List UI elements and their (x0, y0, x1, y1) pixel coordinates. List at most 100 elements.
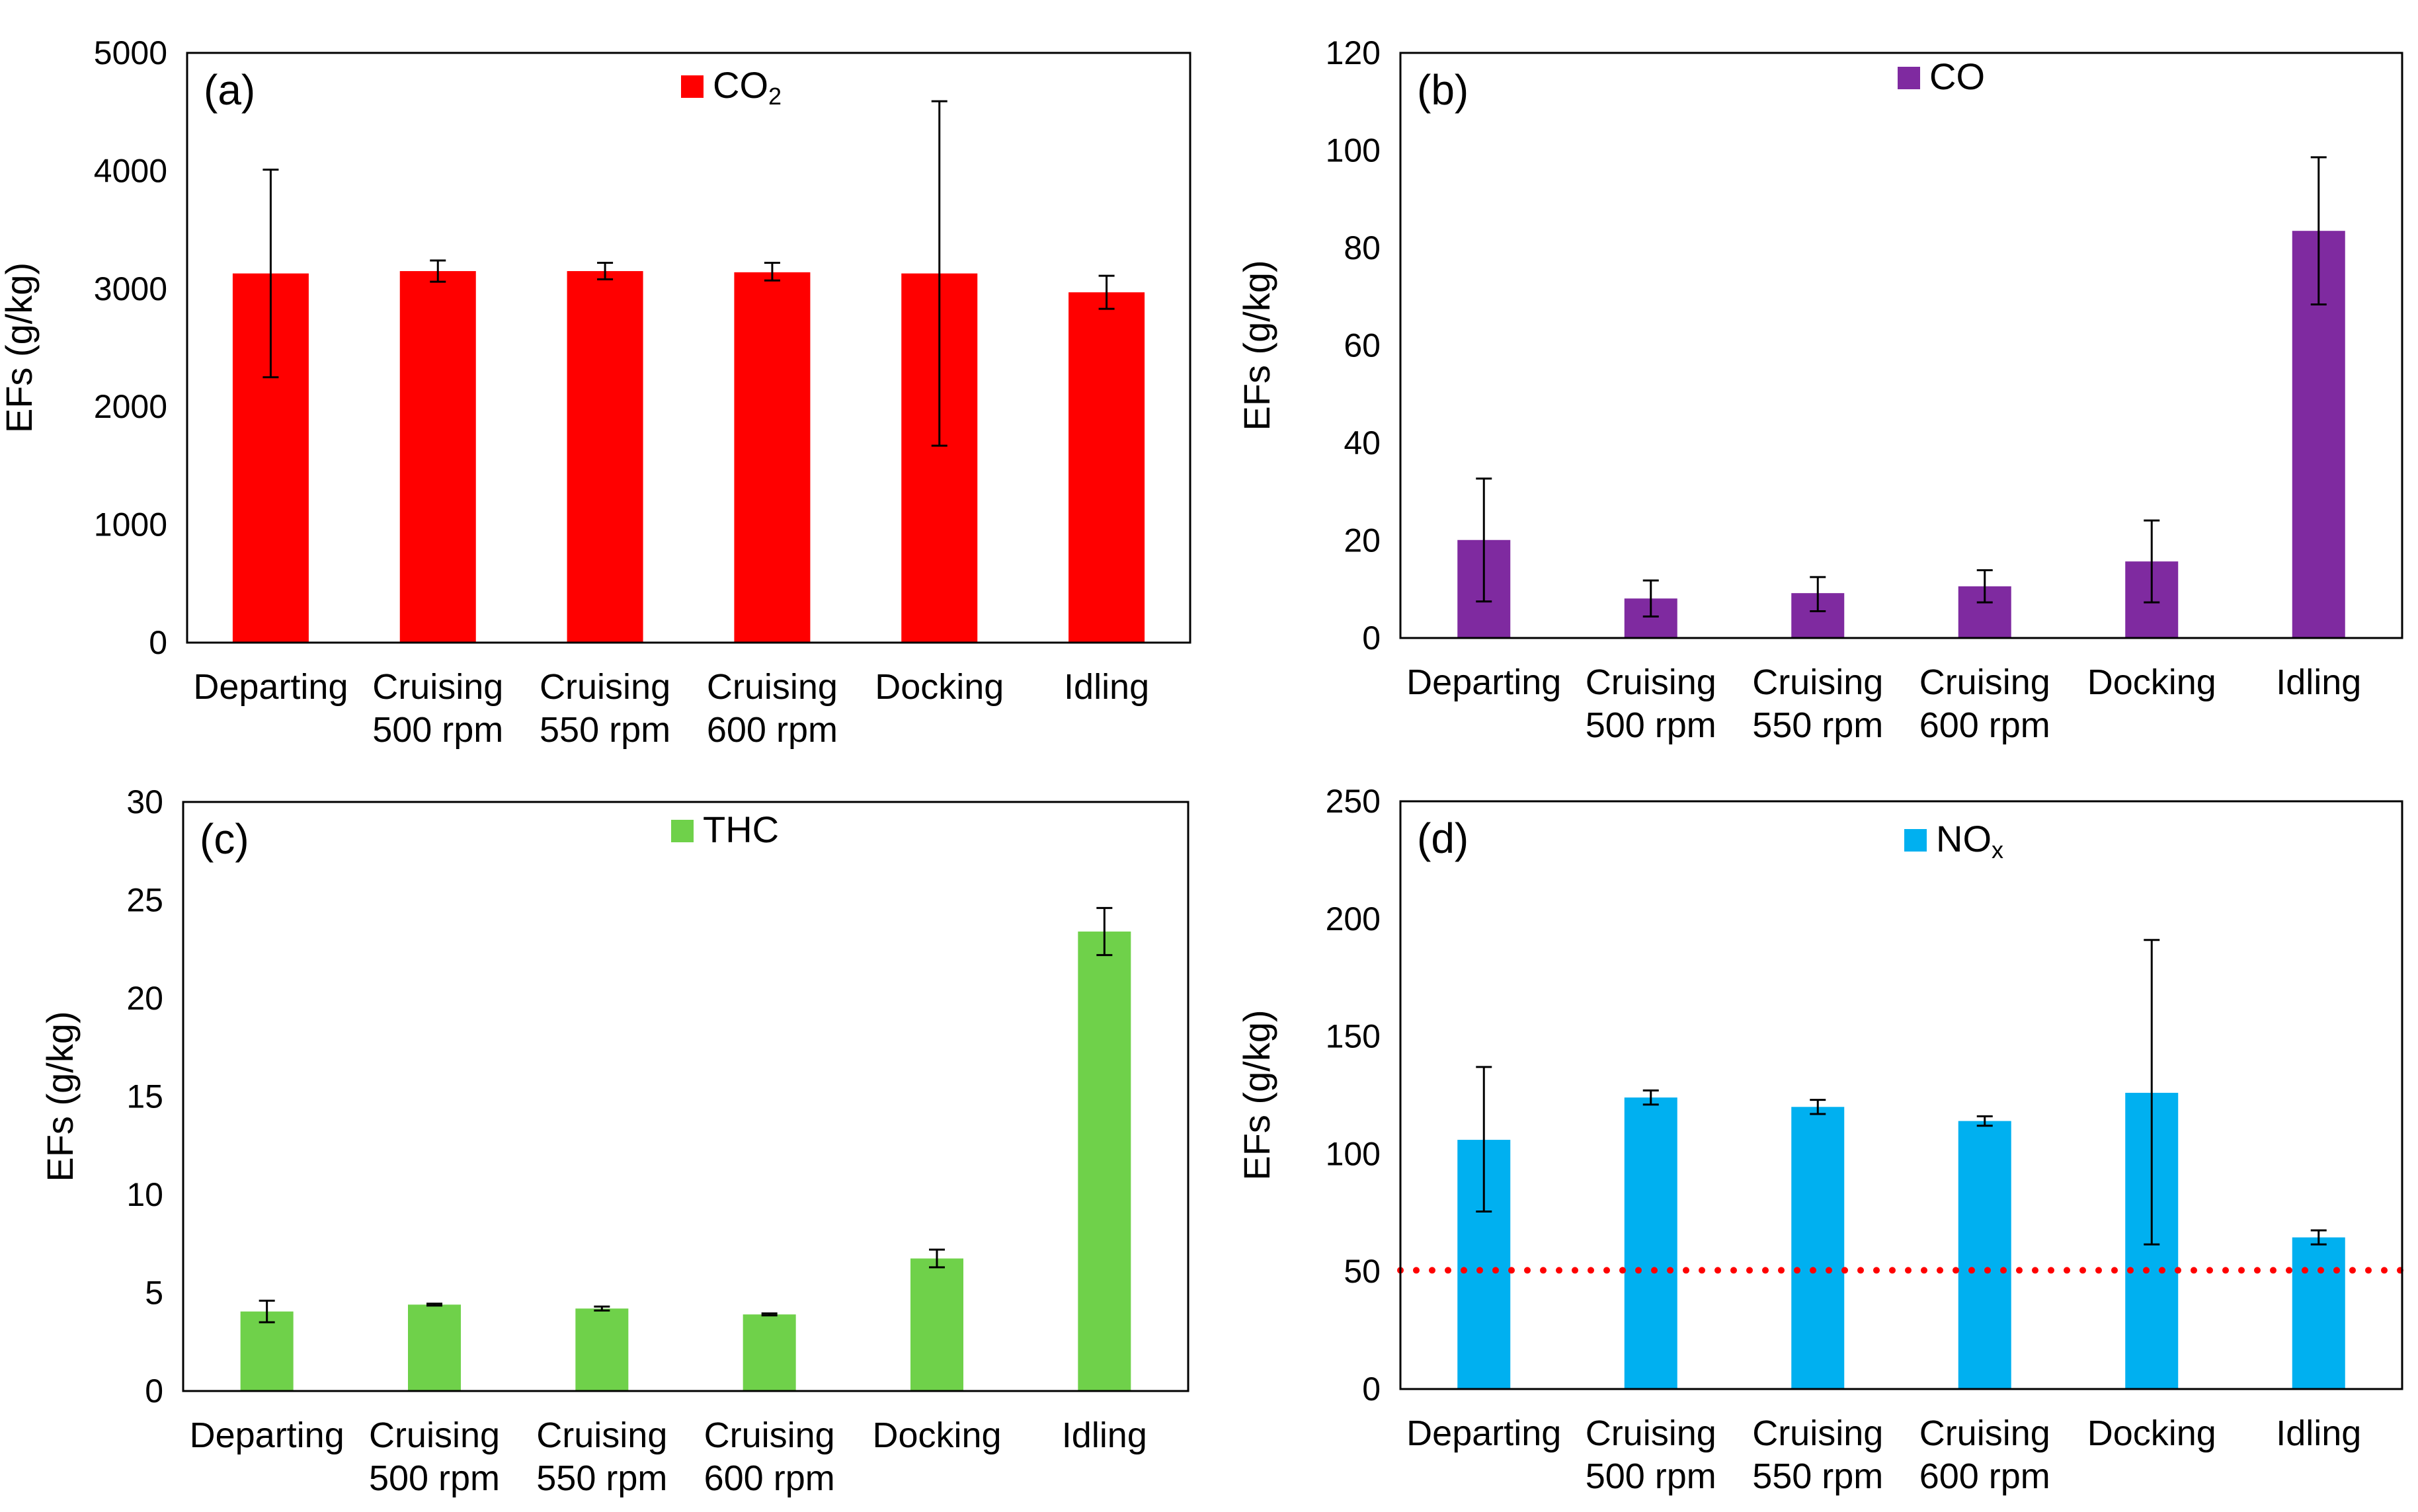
x-category-label: Docking (875, 667, 1004, 707)
y-tick-label: 50 (1344, 1253, 1381, 1290)
error-bar (597, 262, 614, 281)
error-bar (1976, 569, 1993, 604)
x-category-label: Idling (2276, 662, 2361, 702)
y-tick-label: 0 (145, 1373, 163, 1410)
x-category-label: Cruising (540, 667, 670, 707)
plot-frame (186, 52, 1191, 644)
x-category-label: Idling (2276, 1413, 2361, 1453)
error-bar (1476, 477, 1492, 603)
legend-swatch (1898, 67, 1920, 89)
y-tick-label: 4000 (94, 152, 167, 189)
error-bar (1098, 274, 1115, 310)
y-tick-label: 250 (1326, 783, 1381, 820)
error-bar (2144, 519, 2160, 604)
y-tick-label: 2000 (94, 388, 167, 425)
y-tick-label: 5 (145, 1275, 163, 1312)
x-category-label: Cruising (1752, 662, 1883, 702)
legend: NOx (1904, 818, 2003, 863)
x-category-label: Docking (2087, 1413, 2216, 1453)
y-tick-label: 20 (1344, 522, 1381, 559)
x-category-label: Cruising (1752, 1413, 1883, 1453)
error-bar (1976, 1115, 1993, 1127)
bar (734, 272, 811, 643)
error-bar (761, 1312, 778, 1317)
x-category-label: 600 rpm (1919, 1456, 2050, 1496)
y-tick-label: 100 (1326, 132, 1381, 169)
bar (575, 1308, 629, 1391)
y-axis-title: EFs (g/kg) (39, 1011, 81, 1181)
x-category-label: 600 rpm (704, 1458, 835, 1498)
y-tick-label: 200 (1326, 900, 1381, 937)
bar (1958, 1121, 2011, 1389)
bar (240, 1311, 294, 1391)
y-tick-label: 25 (126, 882, 163, 919)
x-category-label: Cruising (1919, 662, 2050, 702)
x-category-label: 550 rpm (536, 1458, 667, 1498)
legend-swatch (681, 75, 704, 98)
x-category-label: Departing (1406, 1413, 1561, 1453)
legend-swatch (1904, 829, 1927, 852)
plot-frame (1399, 52, 2403, 639)
y-tick-label: 80 (1344, 229, 1381, 266)
error-bar (594, 1305, 610, 1312)
y-tick-label: 0 (1362, 1371, 1381, 1408)
legend: CO2 (681, 64, 782, 110)
legend-subscript: 2 (768, 83, 782, 110)
x-category-label: Idling (1064, 667, 1149, 707)
bar (1624, 1097, 1677, 1389)
y-tick-label: 30 (126, 783, 163, 820)
error-bar (2310, 156, 2327, 306)
y-axis-title: EFs (g/kg) (1236, 260, 1277, 430)
panel-label: (c) (200, 815, 249, 863)
y-tick-label: 100 (1326, 1135, 1381, 1172)
bar (1068, 292, 1145, 643)
y-tick-label: 150 (1326, 1018, 1381, 1055)
error-bar (1642, 579, 1659, 618)
x-category-label: 600 rpm (707, 710, 838, 750)
chart-panel: 0 50 100 150 200 250 Departing Cruising 500 rpm C… (1236, 783, 2405, 1496)
x-category-label: 500 rpm (372, 710, 503, 750)
legend-label: THC (703, 809, 779, 850)
y-tick-label: 120 (1326, 34, 1381, 71)
plot-frame (182, 801, 1189, 1392)
legend-swatch (671, 820, 694, 842)
x-category-label: 500 rpm (1586, 1456, 1716, 1496)
bar (910, 1258, 963, 1391)
panel-label: (d) (1417, 815, 1469, 862)
error-bar (426, 1302, 442, 1307)
bar (2292, 1237, 2345, 1389)
error-bar (430, 259, 446, 283)
x-category-label: 500 rpm (1586, 705, 1716, 745)
y-tick-label: 0 (1362, 619, 1381, 657)
x-category-label: 550 rpm (1752, 1456, 1883, 1496)
error-bar (2310, 1229, 2327, 1246)
legend-label: CO (1929, 56, 1985, 97)
y-axis-title: EFs (g/kg) (0, 262, 40, 433)
error-bar (929, 1248, 945, 1269)
x-category-label: Docking (2087, 662, 2216, 702)
x-category-label: Cruising (369, 1415, 500, 1455)
x-category-label: Departing (1406, 662, 1561, 702)
x-category-label: 500 rpm (369, 1458, 500, 1498)
y-tick-label: 5000 (94, 34, 167, 71)
plot-frame (1399, 800, 2403, 1390)
error-bar (1810, 1099, 1826, 1115)
legend: CO (1898, 56, 1985, 97)
y-tick-label: 60 (1344, 327, 1381, 364)
y-tick-label: 20 (126, 980, 163, 1017)
error-bar (931, 100, 947, 447)
x-category-label: Cruising (1919, 1413, 2050, 1453)
legend-label: CO2 (713, 64, 782, 110)
x-category-label: Cruising (707, 667, 838, 707)
x-category-label: Cruising (372, 667, 503, 707)
error-bar (1476, 1066, 1492, 1213)
bar (743, 1314, 796, 1391)
bar (408, 1304, 461, 1391)
x-category-label: 600 rpm (1919, 705, 2050, 745)
error-bar (259, 1299, 275, 1324)
x-category-label: Idling (1062, 1415, 1147, 1455)
x-category-label: Cruising (1586, 662, 1716, 702)
y-tick-label: 40 (1344, 424, 1381, 461)
